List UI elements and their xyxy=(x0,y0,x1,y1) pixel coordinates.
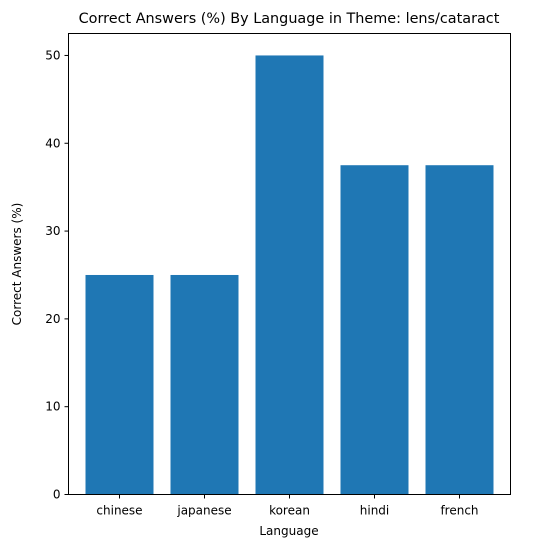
y-tick-label: 20 xyxy=(45,312,60,326)
x-tick-label: japanese xyxy=(176,504,231,518)
x-axis-ticks: chinese japanese korean hindi french xyxy=(96,494,479,518)
bar-hindi xyxy=(340,165,409,495)
y-tick-label: 0 xyxy=(53,488,61,502)
bar-chinese xyxy=(85,274,154,495)
y-tick-label: 40 xyxy=(45,136,60,150)
bar-french xyxy=(425,165,494,495)
y-tick-label: 30 xyxy=(45,224,60,238)
bar-korean xyxy=(255,55,324,495)
y-tick-label: 50 xyxy=(45,48,60,62)
x-tick-label: chinese xyxy=(96,504,142,518)
y-axis-label: Correct Answers (%) xyxy=(10,203,24,326)
bar-japanese xyxy=(170,274,239,495)
x-axis-label: Language xyxy=(259,524,318,538)
y-tick-label: 10 xyxy=(45,400,60,414)
chart-title: Correct Answers (%) By Language in Theme… xyxy=(79,11,500,27)
x-tick-label: french xyxy=(440,504,478,518)
x-tick-label: hindi xyxy=(360,504,390,518)
bars-group xyxy=(85,55,494,495)
y-axis-ticks: 0 10 20 30 40 50 xyxy=(45,48,69,502)
x-tick-label: korean xyxy=(269,504,310,518)
plot-frame xyxy=(68,33,511,495)
